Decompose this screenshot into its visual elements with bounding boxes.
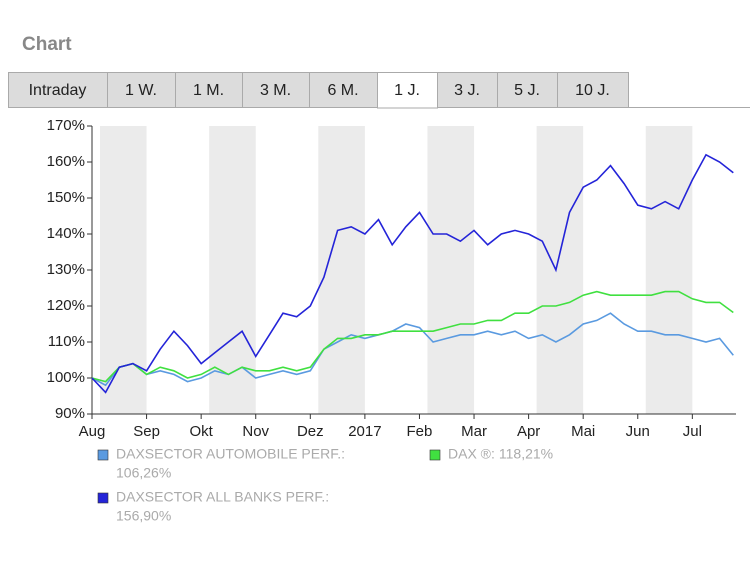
series-line bbox=[91, 153, 734, 394]
month-band bbox=[536, 126, 584, 414]
month-band bbox=[209, 126, 256, 414]
tab[interactable] bbox=[107, 72, 176, 108]
tab[interactable] bbox=[175, 72, 243, 108]
month-band bbox=[645, 126, 693, 414]
x-tick-label: Dez bbox=[297, 423, 324, 440]
chart: 90% 100% 110% 120% 130% 140% 150% 160% 170% Aug Se… bbox=[47, 117, 736, 524]
legend-label: DAXSECTOR ALL BANKS PERF.: bbox=[116, 489, 329, 505]
series-line bbox=[91, 290, 734, 383]
x-tick-label: Jul bbox=[683, 423, 702, 440]
tab-label[interactable]: 5 J. bbox=[514, 82, 540, 99]
month-band bbox=[427, 126, 475, 414]
tab-bar: Intraday 1 W. 1 M. 3 M. 6 M. 1 J. 3 J. 5 J. 10 J… bbox=[8, 72, 750, 109]
month-band bbox=[100, 126, 147, 414]
tab-label[interactable]: 3 J. bbox=[454, 82, 480, 99]
legend-value: 106,26% bbox=[116, 465, 171, 481]
x-tick-label: Feb bbox=[407, 423, 433, 440]
x-tick-label: Sep bbox=[133, 423, 160, 440]
y-tick-label: 90% bbox=[55, 405, 85, 422]
series-line bbox=[91, 312, 734, 387]
y-tick-label: 130% bbox=[47, 261, 85, 278]
legend-label: DAX ®: bbox=[448, 446, 495, 462]
y-tick-label: 120% bbox=[47, 297, 85, 314]
x-tick-label: Okt bbox=[189, 423, 213, 440]
legend-swatch bbox=[97, 492, 109, 504]
legend-label: DAXSECTOR AUTOMOBILE PERF.: bbox=[116, 446, 345, 462]
tab-label[interactable]: Intraday bbox=[29, 82, 87, 99]
y-tick-label: 110% bbox=[48, 333, 85, 350]
section-title: Chart bbox=[22, 34, 72, 55]
tab-label[interactable]: 3 M. bbox=[260, 82, 291, 99]
x-tick-label: Jun bbox=[626, 423, 650, 440]
legend-swatch bbox=[429, 449, 441, 461]
x-tick-label: 2017 bbox=[348, 423, 381, 440]
x-tick-label: Aug bbox=[79, 423, 106, 440]
x-tick-label: Mar bbox=[461, 423, 487, 440]
tab-label[interactable]: 1 W. bbox=[125, 82, 157, 99]
y-tick-label: 160% bbox=[47, 153, 85, 170]
tab-label[interactable]: 10 J. bbox=[575, 82, 610, 99]
tab[interactable] bbox=[557, 72, 629, 108]
legend-value: 118,21% bbox=[499, 446, 553, 462]
tab-label[interactable]: 1 J. bbox=[394, 82, 420, 99]
y-tick-label: 170% bbox=[47, 117, 85, 134]
x-tick-label: Nov bbox=[242, 423, 269, 440]
y-tick-label: 140% bbox=[47, 225, 85, 242]
tab-label[interactable]: 1 M. bbox=[193, 82, 224, 99]
legend-value: 156,90% bbox=[116, 508, 171, 524]
legend-swatch bbox=[97, 449, 109, 461]
y-tick-label: 100% bbox=[47, 369, 85, 386]
y-tick-label: 150% bbox=[47, 189, 85, 206]
x-tick-label: Mai bbox=[571, 423, 595, 440]
tab-label[interactable]: 6 M. bbox=[327, 82, 358, 99]
x-tick-label: Apr bbox=[517, 423, 540, 440]
tab[interactable] bbox=[377, 72, 438, 109]
